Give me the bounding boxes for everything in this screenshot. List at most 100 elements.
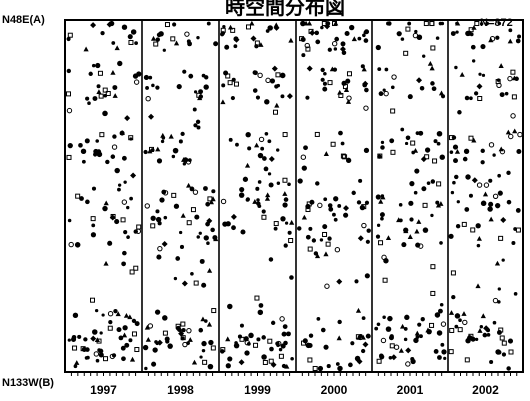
data-point bbox=[315, 39, 321, 45]
data-point bbox=[462, 319, 468, 326]
data-point bbox=[380, 216, 384, 221]
data-point bbox=[414, 168, 420, 174]
data-point bbox=[332, 67, 338, 72]
data-point bbox=[305, 46, 311, 52]
data-point bbox=[308, 28, 314, 34]
data-point bbox=[172, 22, 177, 27]
data-point bbox=[488, 142, 495, 148]
data-point bbox=[416, 34, 423, 41]
data-point bbox=[164, 22, 170, 28]
data-point bbox=[210, 196, 216, 202]
data-point bbox=[517, 131, 523, 138]
data-point bbox=[500, 216, 507, 223]
data-point bbox=[239, 323, 244, 328]
data-point bbox=[188, 73, 194, 79]
data-point bbox=[430, 179, 436, 184]
data-point bbox=[448, 349, 454, 355]
data-point bbox=[380, 194, 385, 198]
data-point bbox=[162, 48, 166, 52]
data-point bbox=[336, 335, 342, 341]
data-point bbox=[101, 313, 105, 317]
data-point bbox=[270, 320, 276, 326]
data-point bbox=[441, 349, 447, 355]
data-point bbox=[405, 135, 411, 141]
data-point bbox=[245, 132, 251, 138]
data-point bbox=[382, 277, 388, 283]
data-point bbox=[275, 72, 281, 78]
data-point bbox=[173, 40, 180, 46]
data-point bbox=[231, 225, 236, 231]
data-point bbox=[286, 93, 293, 100]
data-point bbox=[516, 148, 522, 154]
data-point bbox=[511, 240, 516, 245]
data-point bbox=[506, 366, 511, 371]
data-point bbox=[497, 173, 501, 178]
data-point bbox=[485, 328, 491, 333]
data-point bbox=[145, 86, 149, 90]
data-point bbox=[184, 31, 190, 37]
data-point bbox=[309, 199, 315, 205]
data-point bbox=[486, 333, 491, 337]
data-point bbox=[73, 364, 78, 369]
data-point bbox=[156, 158, 163, 164]
data-point bbox=[201, 340, 207, 347]
data-point bbox=[418, 334, 423, 339]
data-point bbox=[515, 227, 521, 233]
data-point bbox=[161, 189, 167, 195]
data-point bbox=[316, 317, 321, 321]
data-point bbox=[322, 86, 328, 92]
data-point bbox=[289, 275, 294, 280]
data-point bbox=[282, 324, 288, 329]
data-point bbox=[296, 226, 302, 231]
data-point bbox=[264, 99, 270, 105]
data-point bbox=[180, 321, 186, 327]
data-point bbox=[272, 109, 278, 115]
data-point bbox=[164, 336, 170, 342]
data-point bbox=[468, 135, 474, 141]
data-point bbox=[305, 95, 310, 100]
data-point bbox=[407, 94, 413, 100]
data-point bbox=[286, 331, 291, 337]
data-point bbox=[323, 251, 329, 257]
data-point bbox=[150, 35, 157, 41]
data-point bbox=[90, 232, 97, 238]
data-point bbox=[506, 199, 512, 205]
data-point bbox=[211, 189, 216, 194]
data-point bbox=[197, 95, 203, 101]
data-point bbox=[429, 65, 435, 71]
data-point bbox=[283, 243, 288, 248]
data-point bbox=[498, 63, 504, 68]
data-point bbox=[276, 83, 281, 88]
data-point bbox=[481, 73, 486, 77]
data-point bbox=[336, 278, 343, 285]
data-point bbox=[114, 218, 120, 225]
data-point bbox=[469, 96, 473, 101]
data-point bbox=[105, 91, 111, 97]
data-point bbox=[103, 200, 109, 206]
data-point bbox=[454, 149, 461, 154]
data-point bbox=[449, 150, 454, 154]
data-point bbox=[157, 245, 163, 252]
data-point bbox=[97, 70, 103, 76]
data-point bbox=[238, 192, 245, 198]
data-point bbox=[220, 198, 227, 205]
data-point bbox=[148, 113, 155, 120]
data-point bbox=[404, 141, 409, 146]
data-point bbox=[333, 196, 339, 202]
data-point bbox=[112, 85, 118, 91]
data-point bbox=[508, 349, 514, 355]
data-point bbox=[419, 85, 425, 91]
data-point bbox=[365, 239, 370, 244]
year-label-1998: 1998 bbox=[167, 383, 194, 397]
data-point bbox=[440, 94, 446, 99]
data-point bbox=[261, 335, 266, 340]
data-point bbox=[407, 234, 413, 239]
data-point bbox=[306, 65, 313, 72]
data-point bbox=[206, 268, 213, 273]
data-point bbox=[273, 24, 280, 31]
data-point bbox=[261, 209, 266, 214]
data-point bbox=[357, 235, 364, 242]
data-point bbox=[361, 222, 367, 229]
data-point bbox=[143, 149, 148, 155]
data-point bbox=[333, 20, 339, 26]
